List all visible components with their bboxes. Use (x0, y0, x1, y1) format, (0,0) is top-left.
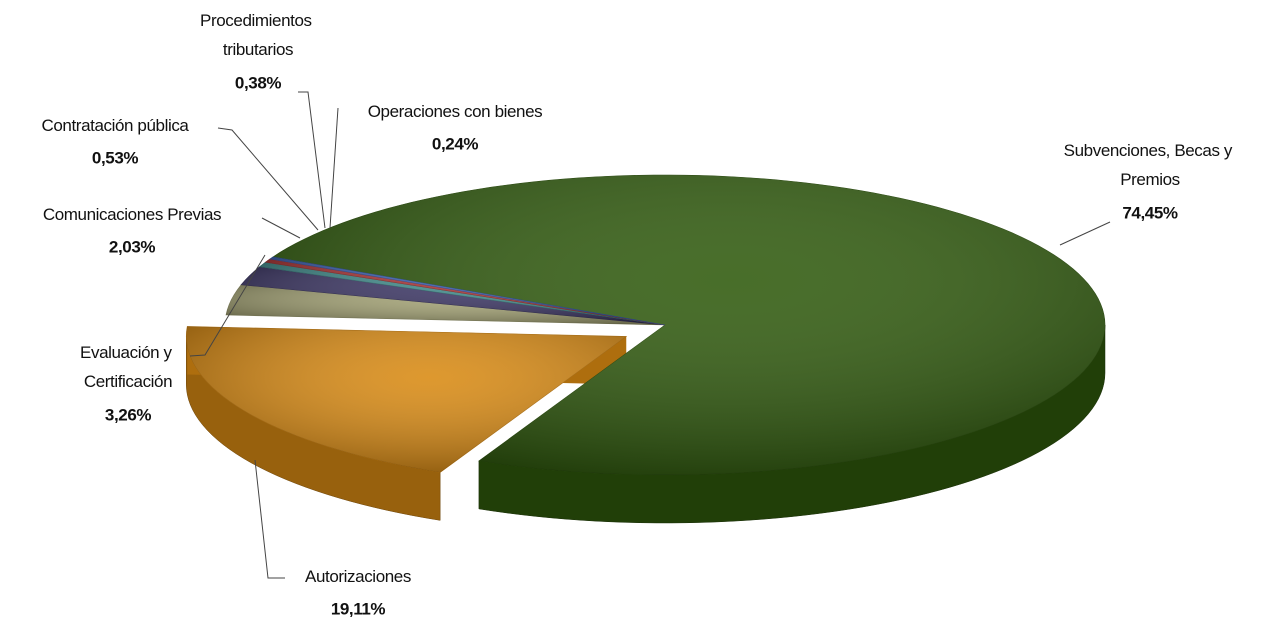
value-label: 74,45% (1122, 203, 1178, 222)
category-label: Subvenciones, Becas y Premios (1064, 141, 1237, 189)
slice-shade (269, 256, 665, 325)
leader-line (261, 217, 301, 239)
category-label: Autorizaciones (305, 567, 411, 586)
slice-shade (272, 175, 1105, 475)
value-label: 0,24% (432, 134, 478, 153)
leader-line (217, 127, 319, 231)
value-label: 19,11% (331, 599, 386, 618)
category-label: Procedimientos tributarios (200, 11, 316, 59)
labels: Subvenciones, Becas y Premios 74,45% Autor… (42, 11, 1237, 618)
pie (185, 174, 1106, 524)
category-label: Comunicaciones Previas (43, 205, 221, 224)
slice-shade (241, 266, 665, 325)
leader-line (189, 254, 266, 357)
value-label: 0,53% (92, 148, 138, 167)
category-label: Operaciones con bienes (368, 102, 543, 121)
category-label: Contratación pública (42, 116, 190, 135)
leader-line (298, 91, 326, 229)
leader-line (1059, 221, 1111, 246)
leader-line (254, 459, 285, 579)
slice-shade (225, 284, 665, 325)
value-label: 0,38% (235, 73, 281, 92)
value-label: 2,03% (109, 237, 155, 256)
slice-shade (186, 326, 627, 473)
leader-line (329, 107, 339, 229)
value-label: 3,26% (105, 405, 151, 424)
category-label: Evaluación y Certificación (80, 343, 176, 391)
